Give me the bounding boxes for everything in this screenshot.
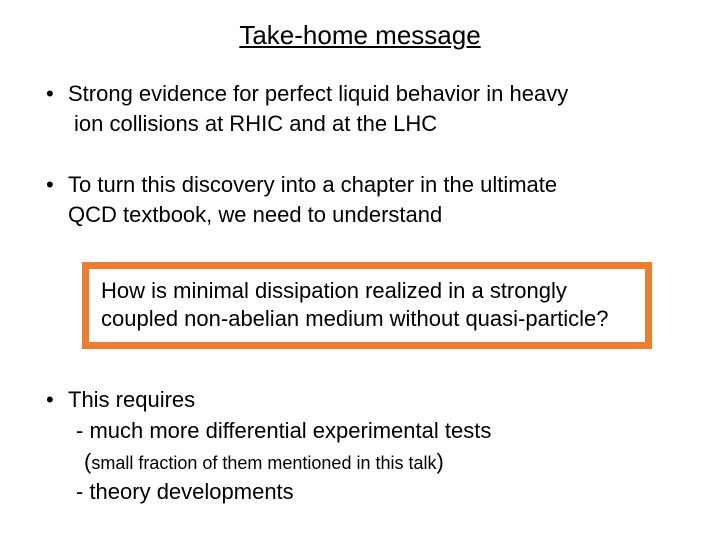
paren-close: ) bbox=[436, 449, 443, 474]
bullet-marker: • bbox=[40, 170, 68, 229]
paren-text: small fraction of them mentioned in this… bbox=[91, 453, 436, 473]
bullet-3: • This requires - much more differential… bbox=[40, 385, 680, 508]
bullet-3-sub1: - much more differential experimental te… bbox=[68, 416, 680, 447]
bullet-3-line1: This requires bbox=[68, 387, 195, 412]
bullet-3-sub2: - theory developments bbox=[68, 477, 680, 508]
highlight-box: How is minimal dissipation realized in a… bbox=[82, 262, 652, 349]
bullet-1-line2: ion collisions at RHIC and at the LHC bbox=[68, 111, 437, 136]
bullet-1: • Strong evidence for perfect liquid beh… bbox=[40, 79, 680, 138]
bullet-2-text: To turn this discovery into a chapter in… bbox=[68, 170, 680, 229]
bullet-2-line1: To turn this discovery into a chapter in… bbox=[68, 172, 557, 197]
bullet-1-line1: Strong evidence for perfect liquid behav… bbox=[68, 81, 568, 106]
bullet-marker: • bbox=[40, 385, 68, 508]
highlight-line2: coupled non-abelian medium without quasi… bbox=[101, 306, 609, 331]
bullet-2-line2: QCD textbook, we need to understand bbox=[68, 202, 442, 227]
highlight-line1: How is minimal dissipation realized in a… bbox=[101, 278, 567, 303]
bullet-marker: • bbox=[40, 79, 68, 138]
bullet-3-text: This requires - much more differential e… bbox=[68, 385, 680, 508]
bullet-3-paren: (small fraction of them mentioned in thi… bbox=[68, 447, 680, 478]
slide-title: Take-home message bbox=[40, 20, 680, 51]
bullet-2: • To turn this discovery into a chapter … bbox=[40, 170, 680, 229]
bullet-1-text: Strong evidence for perfect liquid behav… bbox=[68, 79, 680, 138]
